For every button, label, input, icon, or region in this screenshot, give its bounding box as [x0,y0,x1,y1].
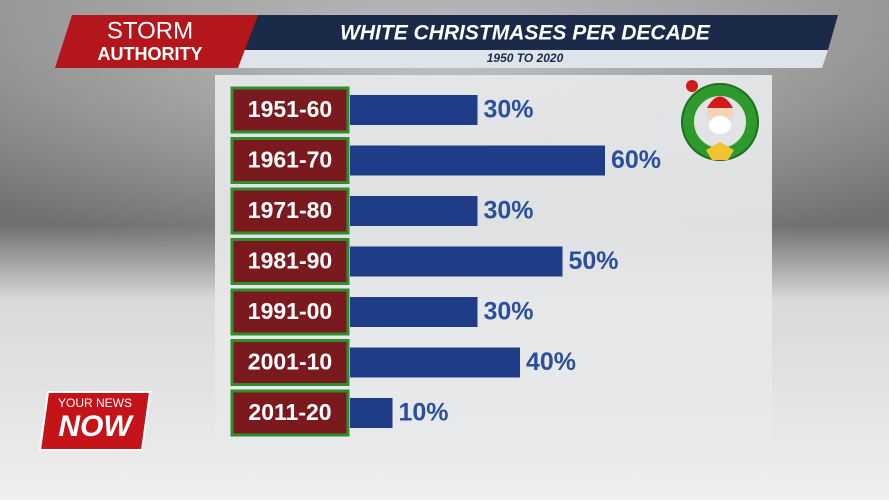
chart-title: WHITE CHRISTMASES PER DECADE [340,22,711,45]
value-label: 30% [484,96,534,124]
value-label: 50% [569,247,619,275]
bar [350,347,520,378]
category-label: 2001-10 [248,349,332,375]
logo-bottom: NOW [58,410,134,443]
category-box [230,389,350,437]
category-box [230,288,350,336]
chart-subtitle: 1950 TO 2020 [487,51,564,65]
bar [350,297,478,327]
bar [350,196,478,226]
category-label: 1991-00 [248,298,332,324]
bar [350,398,393,428]
category-box [230,86,350,134]
bar [350,95,478,125]
bar [350,246,563,277]
value-label: 30% [484,298,534,326]
value-label: 10% [399,399,449,427]
category-label: 1971-80 [248,197,332,223]
value-label: 40% [526,348,576,376]
category-box [230,137,350,184]
category-label: 1961-70 [248,147,332,173]
subtitle-bar [226,50,828,68]
category-label: 1951-60 [248,96,332,122]
station-logo [38,391,152,451]
wreath-icon [681,80,759,161]
value-label: 60% [611,146,661,174]
value-label: 30% [484,197,534,225]
show-name-bottom: AUTHORITY [98,44,203,64]
logo-top: YOUR NEWS [58,396,132,410]
category-box [230,238,350,285]
category-label: 2011-20 [248,399,331,425]
show-badge [55,15,258,68]
category-label: 1981-90 [248,248,332,274]
show-name-top: STORM [107,17,193,44]
category-box [230,339,350,386]
title-bar [232,15,838,50]
category-box [230,187,350,235]
bar [350,145,605,176]
